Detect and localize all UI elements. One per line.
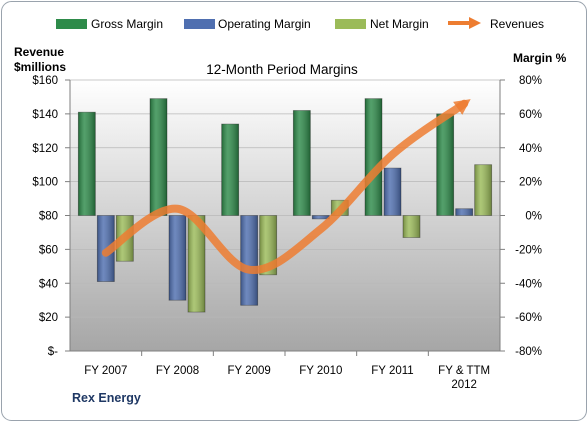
- legend-item-operating-margin: Operating Margin: [184, 17, 311, 31]
- category-label: FY 2007: [84, 365, 127, 377]
- legend: Gross Margin Operating Margin Net Margin…: [56, 17, 544, 31]
- legend-label-gross-margin: Gross Margin: [91, 17, 163, 31]
- bar-net-margin-shading: [259, 215, 277, 275]
- left-axis-ticks: $- $20 $40 $60 $80 $100 $120 $140 $160: [32, 75, 70, 358]
- right-tick-label: -20%: [515, 244, 542, 256]
- right-tick-label: -60%: [515, 312, 542, 324]
- revenue-series: [101, 99, 471, 274]
- right-axis-ticks: -80% -60% -40% -20% 0% 20% 40% 60% 80%: [500, 75, 542, 358]
- left-tick-label: $60: [39, 244, 58, 256]
- left-tick-label: $100: [32, 177, 58, 189]
- right-tick-label: 20%: [519, 177, 542, 189]
- right-tick-label: 80%: [519, 75, 542, 87]
- revenue-line: [101, 99, 471, 274]
- bar-series: [77, 98, 493, 313]
- bar-net-margin-shading: [474, 164, 492, 216]
- category-label: FY 2010: [299, 365, 342, 377]
- chart-title: 12-Month Period Margins: [206, 62, 358, 77]
- left-tick-label: $20: [39, 312, 58, 324]
- left-tick-label: $140: [32, 109, 58, 121]
- bar-net-margin-shading: [188, 215, 205, 313]
- left-tick-label: $40: [39, 278, 58, 290]
- bar-gross-margin-shading: [293, 110, 311, 216]
- category-label: 2012: [451, 379, 477, 391]
- legend-swatch-net-margin: [335, 19, 366, 29]
- bar-operating-margin-shading: [169, 215, 186, 301]
- left-tick-label: $160: [32, 75, 58, 87]
- bar-operating-margin-shading: [384, 168, 401, 216]
- footer-label: Rex Energy: [72, 391, 141, 405]
- legend-swatch-operating-margin: [184, 19, 215, 29]
- legend-item-revenues: Revenues: [448, 17, 544, 31]
- right-tick-label: -80%: [515, 346, 542, 358]
- category-label: FY 2009: [228, 365, 271, 377]
- left-tick-label: $120: [32, 143, 58, 155]
- bar-gross-margin-shading: [365, 98, 382, 216]
- bar-operating-margin-shading: [455, 208, 473, 216]
- left-tick-label: $80: [39, 211, 58, 223]
- legend-label-net-margin: Net Margin: [370, 17, 429, 31]
- left-axis-title-line1: Revenue: [14, 45, 64, 59]
- right-tick-label: -40%: [515, 278, 542, 290]
- left-axis-title-line2: $millions: [14, 60, 66, 74]
- bar-operating-margin-shading: [240, 215, 258, 306]
- category-label: FY 2011: [371, 365, 413, 377]
- right-tick-label: 40%: [519, 143, 542, 155]
- legend-item-gross-margin: Gross Margin: [56, 17, 163, 31]
- bar-net-margin-shading: [403, 215, 420, 238]
- legend-label-revenues: Revenues: [490, 17, 544, 31]
- right-tick-label: 60%: [519, 109, 542, 121]
- gridlines: [70, 79, 500, 352]
- bar-gross-margin-shading: [150, 98, 167, 216]
- legend-item-net-margin: Net Margin: [335, 17, 429, 31]
- legend-swatch-gross-margin: [56, 19, 87, 29]
- bar-operating-margin-shading: [312, 215, 330, 219]
- category-axis-labels: FY 2007 FY 2008 FY 2009 FY 2010 FY 2011 FY & …: [84, 351, 490, 391]
- category-label: FY 2008: [156, 365, 199, 377]
- bar-gross-margin-shading: [221, 124, 239, 216]
- right-axis-title: Margin %: [513, 51, 567, 65]
- category-label: FY & TTM: [438, 365, 490, 377]
- right-tick-label: 0%: [525, 211, 542, 223]
- bar-gross-margin-shading: [78, 112, 96, 216]
- left-tick-label: $-: [48, 346, 58, 358]
- legend-label-operating-margin: Operating Margin: [218, 17, 311, 31]
- bar-gross-margin-shading: [436, 113, 454, 216]
